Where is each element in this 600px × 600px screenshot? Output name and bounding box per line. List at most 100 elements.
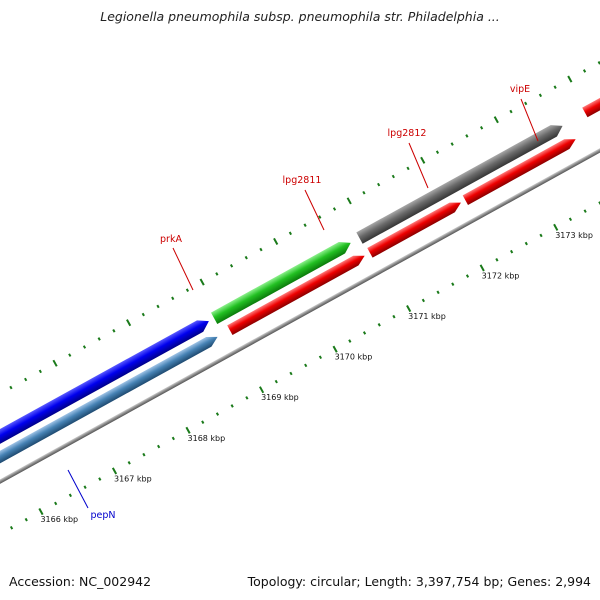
minor-tick	[303, 223, 307, 228]
minor-tick	[377, 322, 381, 327]
minor-tick	[539, 233, 543, 238]
gene-label-pepN[interactable]: pepN	[90, 510, 115, 521]
feature-vipE[interactable]	[582, 72, 600, 118]
major-tick	[553, 223, 559, 231]
minor-tick	[24, 517, 28, 522]
backbone	[0, 126, 600, 498]
minor-tick	[98, 477, 102, 481]
gene-label-lpg2811[interactable]: lpg2811	[283, 175, 322, 186]
minor-tick	[215, 272, 219, 276]
minor-tick	[141, 312, 145, 317]
minor-tick	[583, 209, 587, 213]
feature-pepN-cds[interactable]	[0, 332, 220, 473]
minor-tick	[510, 249, 514, 254]
minor-tick	[362, 190, 366, 195]
minor-tick	[318, 355, 323, 360]
minor-tick	[524, 241, 528, 246]
major-tick	[420, 156, 426, 164]
minor-tick	[9, 385, 13, 390]
feature-track	[0, 72, 600, 473]
major-tick	[493, 116, 499, 124]
leader-line-vipE	[520, 98, 539, 142]
minor-tick	[68, 353, 72, 357]
minor-tick	[582, 69, 587, 73]
minor-tick	[38, 369, 42, 374]
major-tick	[346, 197, 352, 205]
minor-tick	[392, 314, 396, 319]
minor-tick	[450, 142, 454, 146]
topology-summary: Topology: circular; Length: 3,397,754 bp…	[247, 574, 591, 589]
gene-label-lpg2812[interactable]: lpg2812	[388, 128, 427, 139]
accession-text: Accession: NC_002942	[9, 574, 152, 589]
feature-prkA-cds[interactable]	[227, 251, 367, 335]
leader-line-prkA	[172, 247, 194, 291]
major-tick	[332, 345, 338, 353]
minor-tick	[451, 282, 455, 286]
minor-tick	[127, 461, 131, 465]
tick-label: 3167 kbp	[114, 474, 152, 483]
minor-tick	[245, 396, 249, 400]
minor-tick	[288, 231, 292, 236]
major-tick	[406, 305, 412, 313]
minor-tick	[436, 290, 440, 295]
gene-label-prkA[interactable]: prkA	[160, 234, 182, 245]
feature-prkA[interactable]	[210, 237, 354, 324]
feature-pepN[interactable]	[0, 315, 212, 468]
leader-line-lpg2812	[408, 142, 429, 189]
minor-tick	[229, 264, 234, 268]
leader-line-pepN	[67, 469, 89, 509]
minor-tick	[377, 182, 381, 187]
minor-tick	[142, 452, 146, 457]
tick-label: 3166 kbp	[40, 515, 78, 524]
minor-tick	[185, 288, 190, 292]
minor-tick	[538, 93, 543, 98]
minor-tick	[362, 331, 367, 335]
minor-tick	[435, 150, 440, 154]
minor-tick	[509, 109, 513, 114]
minor-tick	[479, 125, 484, 130]
major-tick	[185, 426, 191, 434]
minor-tick	[289, 371, 293, 376]
minor-tick	[465, 274, 470, 278]
outer-tick-row	[9, 61, 600, 390]
minor-tick	[201, 420, 205, 425]
minor-tick	[465, 134, 469, 138]
tick-label: 3172 kbp	[482, 271, 520, 280]
major-tick	[126, 319, 132, 327]
minor-tick	[54, 501, 58, 506]
minor-tick	[391, 174, 395, 179]
minor-tick	[230, 404, 234, 408]
tick-label: 3169 kbp	[261, 393, 299, 402]
minor-tick	[112, 328, 116, 333]
minor-tick	[421, 298, 425, 303]
minor-tick	[568, 217, 573, 222]
minor-tick	[259, 247, 263, 252]
minor-tick	[495, 258, 499, 262]
minor-tick	[156, 304, 160, 309]
tick-label: 3170 kbp	[335, 353, 373, 362]
minor-tick	[348, 339, 352, 343]
minor-tick	[82, 345, 87, 349]
minor-tick	[215, 412, 220, 416]
minor-tick	[9, 525, 14, 530]
map-title: Legionella pneumophila subsp. pneumophil…	[100, 9, 500, 24]
feature-lpg2811[interactable]	[367, 198, 463, 258]
major-tick	[567, 75, 573, 83]
gene-label-layer: 3166 kbp 3167 kbp 3168 kbp 3169 kbp 3170 kbp…	[40, 84, 592, 524]
minor-tick	[83, 485, 87, 489]
minor-tick	[68, 493, 72, 498]
leader-line-lpg2811	[304, 189, 325, 231]
major-tick	[38, 507, 44, 516]
feature-lpg2812[interactable]	[462, 134, 579, 205]
tick-label: 3171 kbp	[408, 312, 446, 321]
feature-gray-gene[interactable]	[356, 120, 565, 244]
gene-label-vipE[interactable]: vipE	[510, 84, 530, 95]
minor-tick	[171, 296, 175, 301]
tick-label: 3173 kbp	[555, 231, 593, 240]
minor-tick	[553, 85, 557, 89]
minor-tick	[244, 255, 248, 260]
minor-tick	[274, 379, 278, 384]
minor-tick	[524, 101, 528, 106]
minor-tick	[597, 61, 600, 65]
